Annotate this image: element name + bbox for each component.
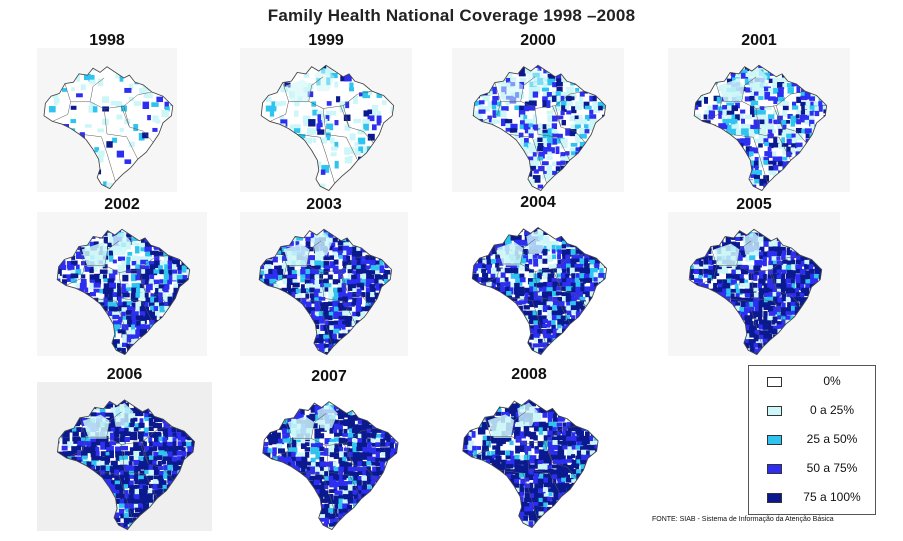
map-frame [240,48,412,192]
map-panel-2008: 2008 [440,366,618,529]
country-outline [462,399,599,529]
legend-item-2: 25 a 50% [749,429,875,451]
country-outline [693,64,828,192]
country-outline [260,64,395,192]
map-frame [668,48,850,192]
legend-label-4: 75 a 100% [803,490,861,504]
map-panel-2007: 2007 [240,368,418,531]
legend-item-3: 50 a 75% [749,458,875,480]
coverage-legend: 0% 0 a 25% 25 a 50% 50 a 75% 75 a 100% [748,365,876,515]
map-frame [452,210,624,356]
map-panel-2003: 2003 [240,196,408,356]
legend-swatch-2 [767,435,782,445]
country-outline [472,64,607,192]
year-label: 1999 [308,32,344,49]
legend-item-4: 75 a 100% [749,487,875,509]
map-panel-2001: 2001 [668,32,850,192]
brazil-map [472,64,607,192]
map-frame [240,384,418,531]
country-fill [44,66,173,189]
brazil-map [56,399,196,531]
map-panel-2006: 2006 [37,366,212,531]
brazil-map [688,228,823,356]
map-frame [240,212,408,356]
country-outline [43,66,174,190]
year-label: 2003 [306,196,342,213]
brazil-map [56,228,191,356]
map-panel-2000: 2000 [452,32,624,192]
legend-swatch-1 [767,406,782,416]
municipality-cells [57,229,190,355]
year-label: 2000 [520,32,556,49]
country-outline [262,401,399,531]
municipality-cells [262,401,399,530]
country-outline [471,226,608,356]
legend-label-2: 25 a 50% [806,432,858,446]
map-frame [668,212,840,356]
map-frame [37,212,207,356]
brazil-map [43,66,174,190]
legend-label-3: 50 a 75% [806,461,858,475]
map-panel-2005: 2005 [668,196,840,356]
year-label: 2001 [741,32,777,49]
year-label: 2008 [511,366,547,383]
country-outline [56,228,191,356]
map-frame [37,382,212,531]
municipality-cells [462,399,599,528]
municipality-cells [57,399,195,530]
brazil-map [262,401,399,531]
map-frame [37,48,177,192]
year-label: 2004 [520,194,556,211]
year-label: 1998 [89,32,125,49]
map-frame [440,382,618,529]
brazil-map [693,64,828,192]
legend-item-0: 0% [749,371,875,393]
source-note: FONTE: SIAB - Sistema de Informação da A… [652,516,834,523]
year-label: 2005 [736,196,772,213]
legend-swatch-4 [767,493,782,503]
country-outline [258,228,393,356]
year-label: 2007 [311,368,347,385]
municipality-cells [259,229,392,355]
year-label: 2002 [104,196,140,213]
brazil-map [471,226,608,356]
map-panel-1998: 1998 [37,32,177,192]
page-title: Family Health National Coverage 1998 –20… [267,6,636,25]
brazil-map [258,228,393,356]
legend-item-1: 0 a 25% [749,400,875,422]
map-frame [452,48,624,192]
map-panel-2004: 2004 [452,194,624,356]
year-label: 2006 [106,366,143,383]
map-panel-1999: 1999 [240,32,412,192]
legend-label-1: 0 a 25% [809,403,855,417]
brazil-map [260,64,395,192]
legend-label-0: 0% [823,374,841,388]
country-outline [688,228,823,356]
country-outline [56,399,196,531]
brazil-map [462,399,599,529]
map-panel-2002: 2002 [37,196,207,356]
legend-swatch-0 [767,377,782,387]
legend-swatch-3 [767,464,782,474]
